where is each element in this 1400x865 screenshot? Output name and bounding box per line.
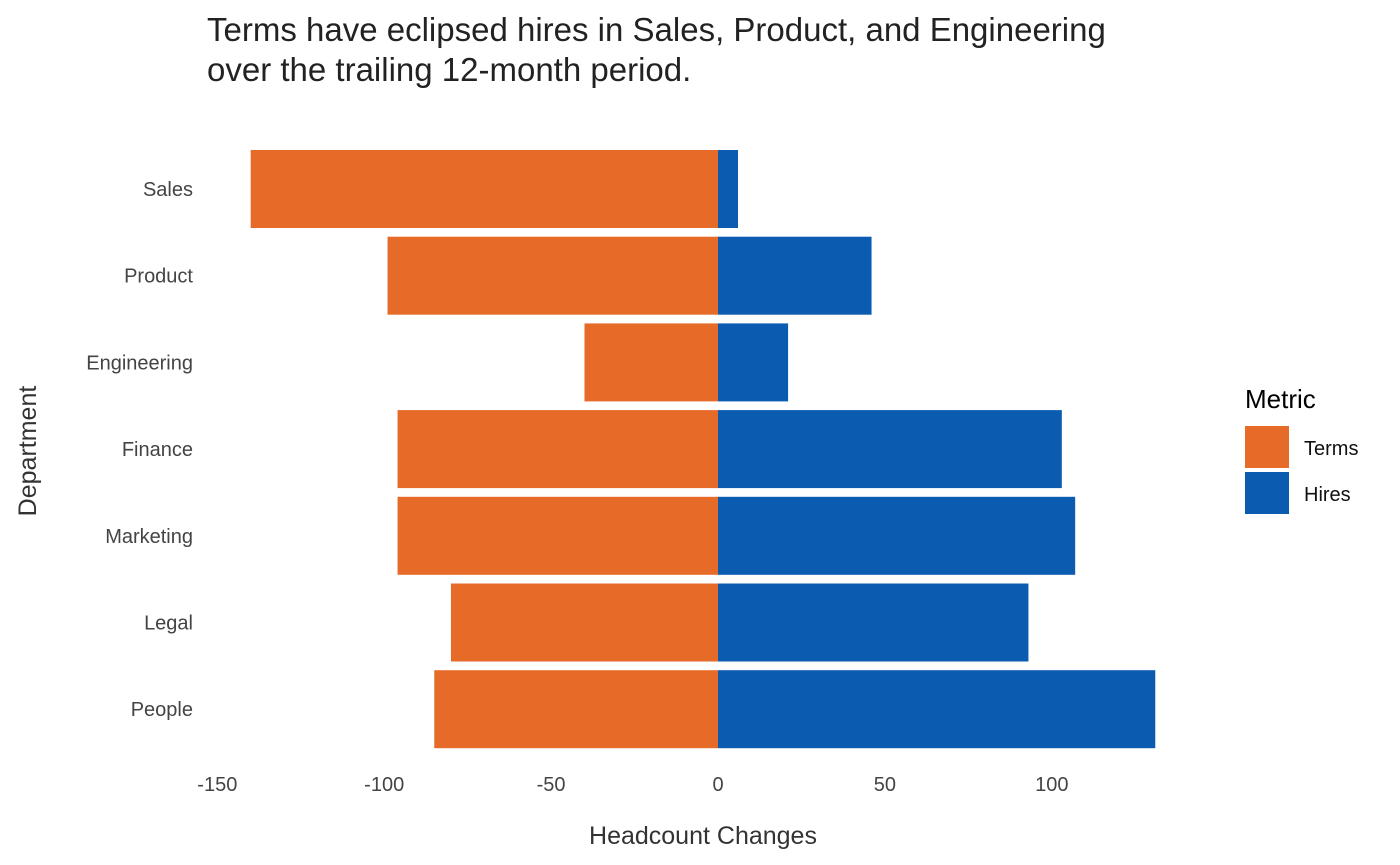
bar-hires-finance [718, 410, 1062, 489]
legend: Metric Terms Hires [1245, 384, 1358, 514]
x-tick-label: -100 [364, 774, 404, 796]
legend-label-terms: Terms [1304, 438, 1358, 460]
y-tick-label-sales: Sales [143, 179, 193, 201]
bar-hires-engineering [718, 323, 789, 402]
bar-terms-engineering [584, 323, 718, 402]
legend-swatch-hires [1245, 472, 1289, 514]
legend-swatch-terms [1245, 426, 1289, 468]
y-tick-label-people: People [131, 699, 193, 721]
y-axis-title: Department [14, 386, 42, 517]
y-tick-label-legal: Legal [144, 613, 193, 635]
bar-hires-people [718, 670, 1156, 749]
bar-terms-sales [250, 150, 718, 228]
chart-title: Terms have eclipsed hires in Sales, Prod… [207, 11, 1106, 48]
x-tick-label: 50 [874, 774, 896, 796]
bar-terms-marketing [397, 496, 718, 575]
y-tick-label-finance: Finance [122, 439, 193, 461]
x-tick-label: 100 [1035, 774, 1068, 796]
bar-terms-finance [397, 410, 718, 489]
legend-items: Terms Hires [1245, 426, 1358, 514]
y-tick-label-product: Product [124, 266, 193, 288]
bar-hires-product [718, 236, 872, 315]
bars-layer [250, 150, 1156, 749]
bar-hires-marketing [718, 496, 1076, 575]
x-tick-label: 0 [712, 774, 723, 796]
bar-terms-people [434, 670, 718, 749]
x-tick-label: -50 [537, 774, 566, 796]
y-tick-label-marketing: Marketing [105, 526, 193, 548]
bar-terms-product [387, 236, 718, 315]
chart-subtitle: over the trailing 12-month period. [207, 51, 691, 88]
x-tick-labels: -150 -100 -50 0 50 100 [197, 774, 1068, 796]
legend-title: Metric [1245, 384, 1316, 414]
bar-hires-sales [718, 150, 739, 228]
bar-terms-legal [450, 583, 718, 662]
bar-hires-legal [718, 583, 1029, 662]
x-tick-label: -150 [197, 774, 237, 796]
x-axis-title: Headcount Changes [589, 822, 817, 850]
y-tick-labels: Sales Product Engineering Finance Marketing L… [86, 179, 193, 721]
legend-label-hires: Hires [1304, 484, 1351, 506]
y-tick-label-engineering: Engineering [86, 352, 193, 374]
